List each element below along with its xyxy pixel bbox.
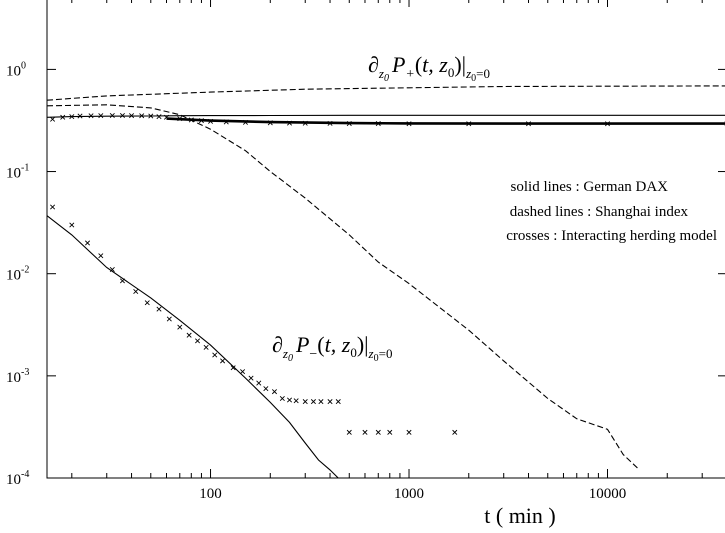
plot-frame xyxy=(46,0,725,479)
cross-point xyxy=(525,121,532,127)
series-solid-line-0 xyxy=(46,114,725,118)
cross-point xyxy=(240,369,246,375)
cross-point xyxy=(302,120,308,126)
cross-point xyxy=(271,389,278,395)
series-solid-line-2 xyxy=(46,215,339,479)
cross-point xyxy=(604,121,611,127)
cross-point xyxy=(310,399,316,405)
cross-point xyxy=(286,397,293,403)
cross-point xyxy=(346,429,352,435)
cross-point xyxy=(375,121,381,127)
cross-point xyxy=(387,429,393,435)
cross-point xyxy=(144,300,150,306)
cross-point xyxy=(69,222,75,228)
cross-point xyxy=(198,118,204,124)
cross-point xyxy=(223,119,229,125)
cross-point xyxy=(60,114,66,120)
cross-point xyxy=(88,113,94,119)
legend-entry-solid: solid lines : German DAX xyxy=(511,179,669,195)
cross-point xyxy=(119,278,125,284)
y-tick-label: 100 xyxy=(6,60,26,79)
y-tick-label: 10-1 xyxy=(6,163,29,182)
cross-point xyxy=(220,358,226,364)
cross-point xyxy=(195,338,201,344)
series-solid-line-1 xyxy=(166,117,725,125)
cross-point xyxy=(293,398,299,404)
cross-point xyxy=(212,352,218,358)
cross-point xyxy=(139,113,145,119)
cross-point xyxy=(286,120,293,126)
cross-point xyxy=(177,116,183,122)
cross-point xyxy=(267,120,273,126)
cross-point xyxy=(109,112,115,118)
y-tick-label: 10-3 xyxy=(6,367,29,386)
tick-labels: 100 1000 10000 100 10-1 10-2 10-3 10-4 xyxy=(6,60,626,502)
cross-point xyxy=(406,121,412,127)
cross-point xyxy=(166,316,172,322)
legend-entry-dashed: dashed lines : Shanghai index xyxy=(510,204,689,220)
x-tick-label: 100 xyxy=(199,486,222,502)
cross-point xyxy=(302,399,308,405)
cross-point xyxy=(109,266,115,272)
cross-point xyxy=(156,114,162,120)
cross-point xyxy=(362,429,368,435)
series-layer xyxy=(46,85,725,479)
cross-point xyxy=(119,112,125,118)
x-tick-label: 10000 xyxy=(589,486,627,502)
cross-point xyxy=(375,429,381,435)
cross-point xyxy=(327,399,333,405)
y-tick-label: 10-2 xyxy=(6,265,29,284)
series-crosses-5 xyxy=(50,112,725,127)
cross-point xyxy=(129,113,135,119)
cross-point xyxy=(346,121,352,127)
cross-point xyxy=(256,380,262,386)
cross-point xyxy=(98,253,104,259)
legend: solid lines : German DAX dashed lines : … xyxy=(506,179,717,244)
cross-point xyxy=(263,386,269,392)
x-axis-title: t ( min ) xyxy=(484,503,556,528)
cross-point xyxy=(230,365,236,371)
cross-point xyxy=(84,240,91,246)
series-dashed-line-4 xyxy=(46,104,640,471)
cross-point xyxy=(248,375,254,381)
series-dashed-line-3 xyxy=(46,85,725,101)
series-crosses-6 xyxy=(50,204,458,435)
x-tick-label: 1000 xyxy=(394,486,424,502)
cross-point xyxy=(318,399,324,405)
cross-point xyxy=(242,119,249,125)
cross-point xyxy=(327,120,333,126)
cross-point xyxy=(69,114,75,120)
cross-point xyxy=(98,113,104,119)
cross-point xyxy=(203,344,209,350)
axis-ticks xyxy=(47,0,725,479)
cross-point xyxy=(279,395,285,402)
cross-point xyxy=(148,113,154,119)
cross-point xyxy=(335,399,341,405)
annotation-p-minus: ∂z0P−(t, z0)|z0=0 xyxy=(272,332,392,364)
cross-point xyxy=(77,113,83,119)
cross-point xyxy=(177,324,183,330)
cross-point xyxy=(186,332,192,338)
cross-point xyxy=(163,114,170,120)
legend-entry-crosses: crosses : Interacting herding model xyxy=(506,228,717,244)
cross-point xyxy=(50,116,56,122)
cross-point xyxy=(406,429,412,435)
cross-point xyxy=(50,204,56,210)
y-tick-label: 10-4 xyxy=(6,469,29,488)
cross-point xyxy=(208,118,214,124)
cross-point xyxy=(188,117,194,123)
cross-point xyxy=(466,121,472,127)
annotation-p-plus: ∂z0P+(t, z0)|z0=0 xyxy=(368,52,490,84)
cross-point xyxy=(156,306,162,312)
cross-point xyxy=(452,429,458,435)
cross-point xyxy=(133,288,139,294)
